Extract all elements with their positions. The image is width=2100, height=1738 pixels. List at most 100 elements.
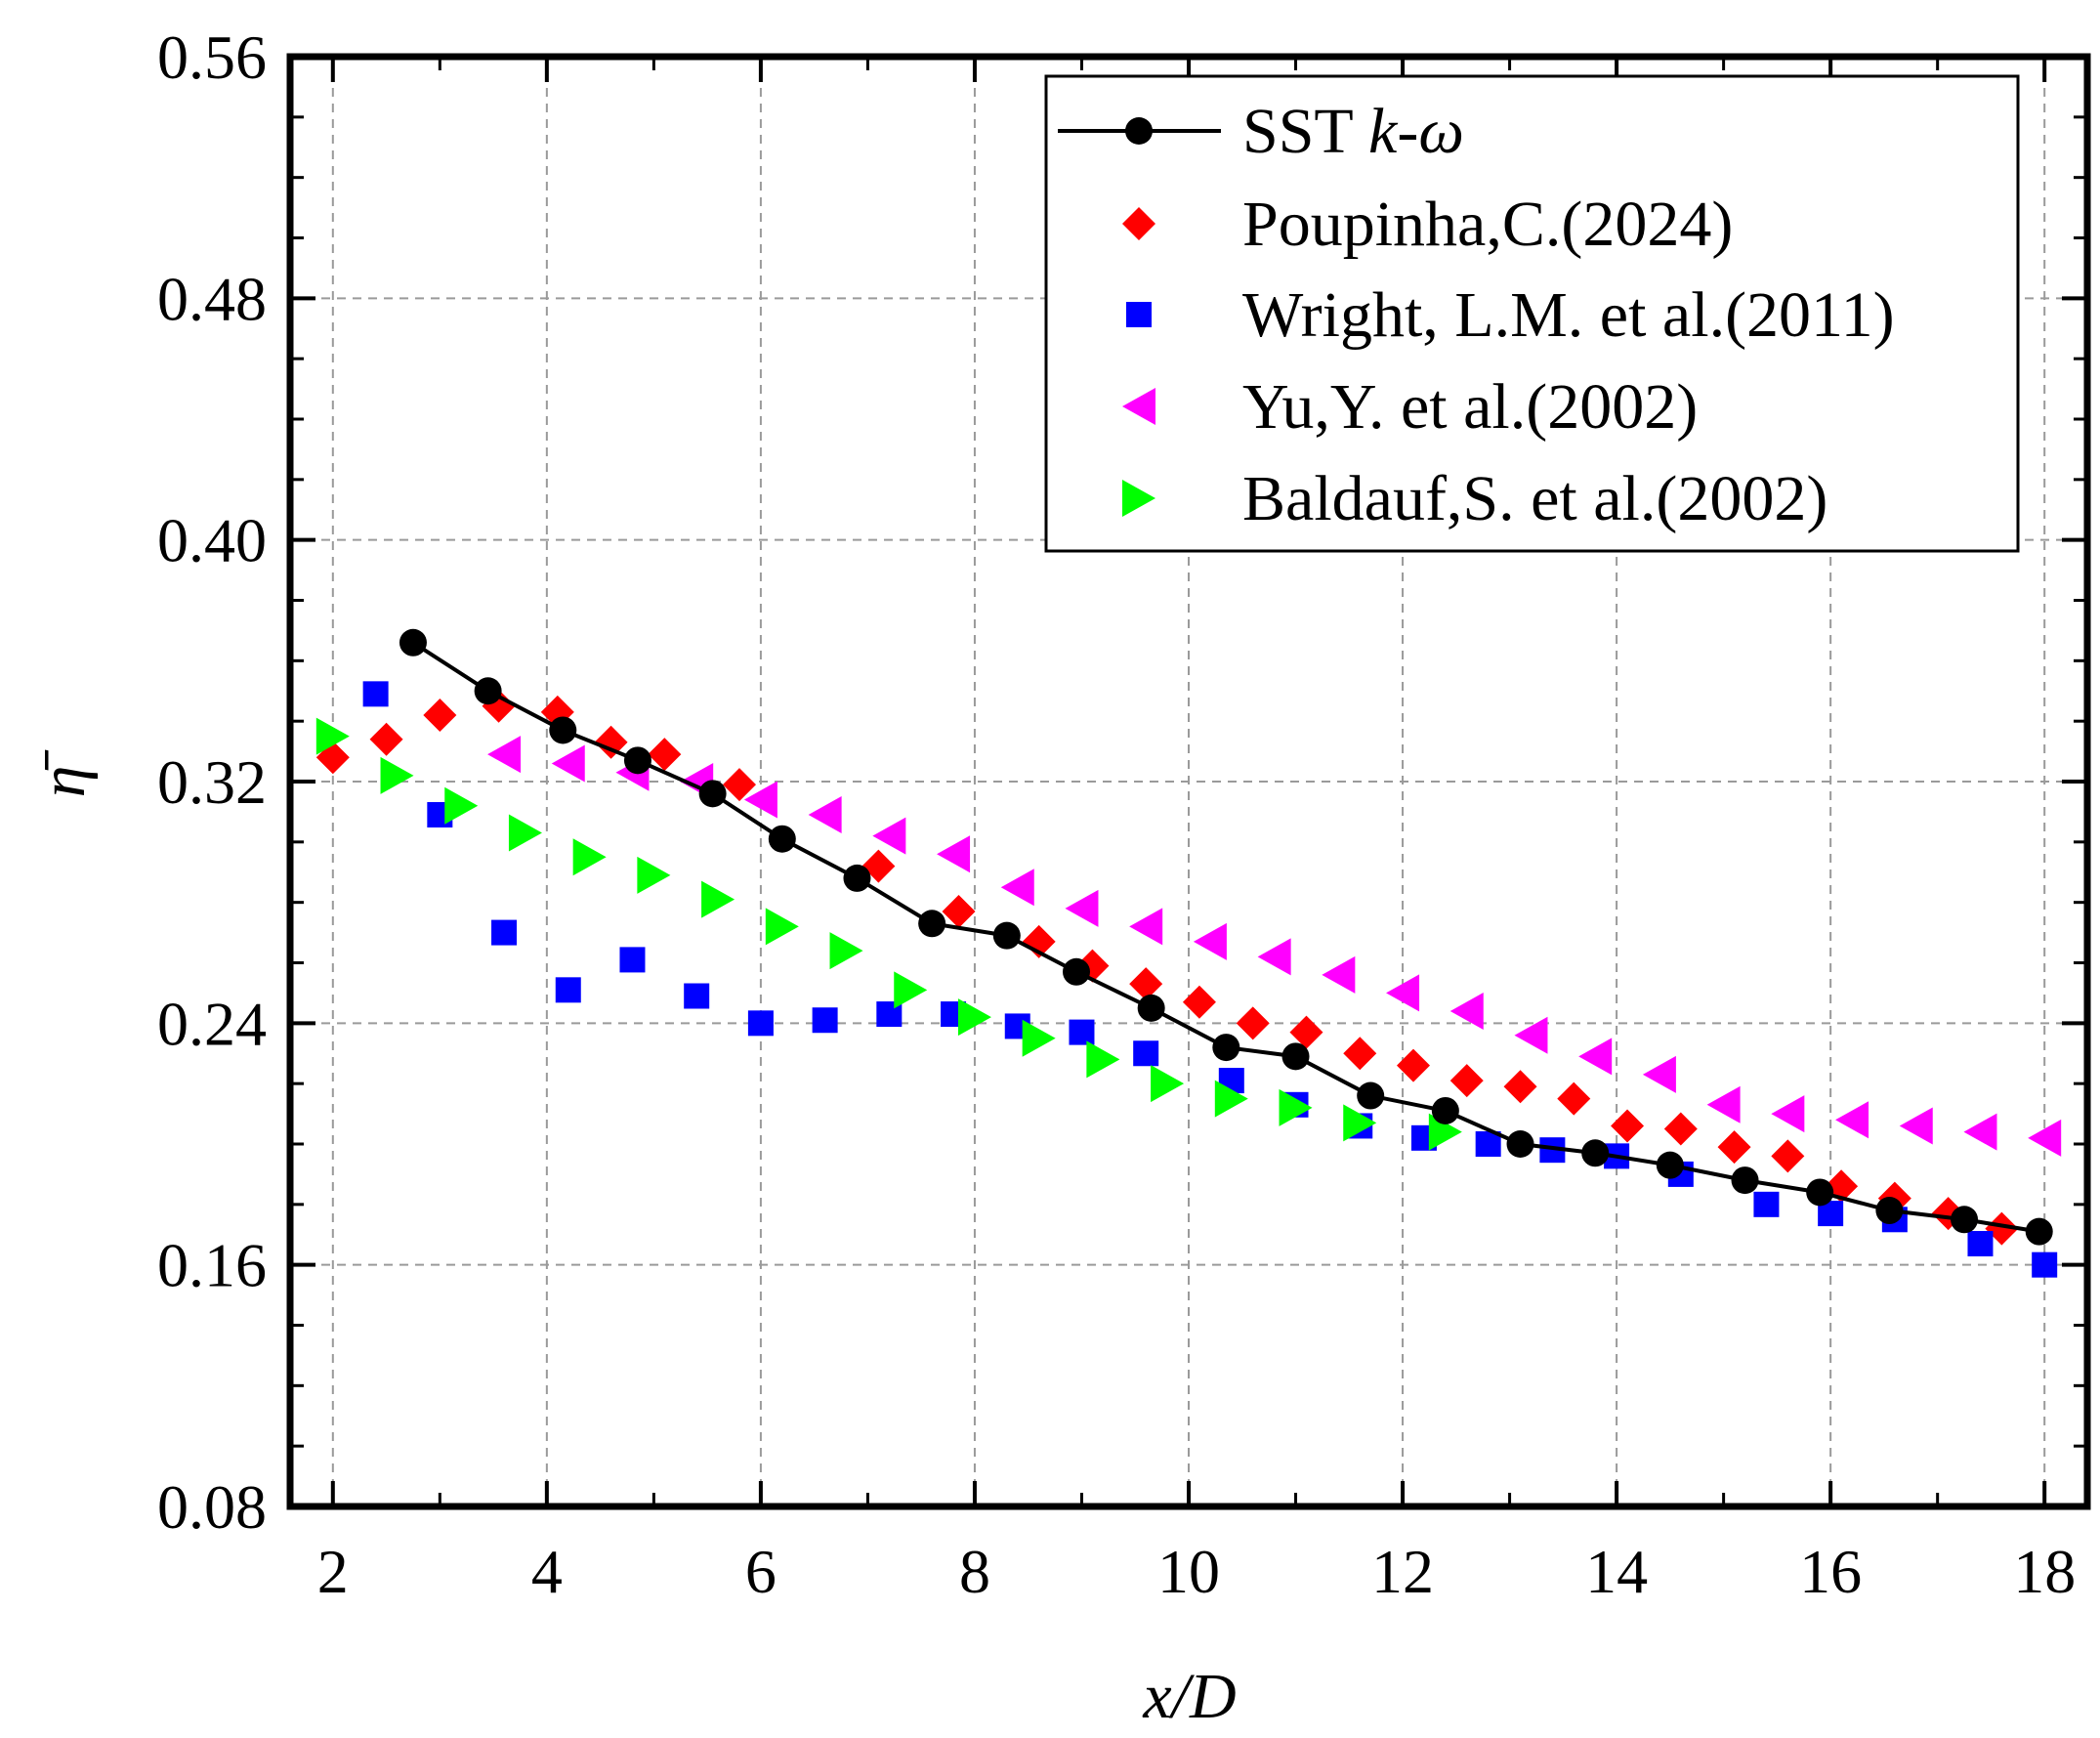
data-point <box>918 910 946 938</box>
data-point <box>1656 1151 1684 1179</box>
legend-marker <box>1126 302 1152 327</box>
data-point <box>1322 955 1356 994</box>
data-point <box>808 796 842 834</box>
data-point <box>619 947 646 973</box>
data-point <box>369 722 403 756</box>
data-point <box>623 746 651 775</box>
data-point <box>1428 1113 1462 1151</box>
data-point <box>1065 889 1099 927</box>
data-point <box>491 919 518 946</box>
legend-marker <box>1125 117 1153 145</box>
data-point <box>1386 974 1420 1012</box>
data-point <box>1281 1042 1310 1071</box>
legend-marker <box>1122 207 1155 240</box>
legend: SST k-ω Poupinha,C.(2024) Wright, L.M. et … <box>1044 74 2020 553</box>
series-layer <box>315 628 2062 1278</box>
data-point <box>942 894 976 928</box>
x-tick-label: 14 <box>1585 1537 1648 1606</box>
data-point <box>551 744 585 783</box>
data-point <box>315 717 350 755</box>
data-point <box>1357 1081 1385 1110</box>
data-point <box>1771 1139 1805 1173</box>
data-point <box>1967 1231 1994 1257</box>
data-point <box>555 977 581 1003</box>
y-tick-label: 0.40 <box>157 506 267 575</box>
data-point <box>1771 1095 1805 1133</box>
data-point <box>1069 1019 1095 1045</box>
data-point <box>1257 938 1291 976</box>
plot-frame <box>286 53 2091 1510</box>
data-point <box>1397 1048 1430 1082</box>
x-tick-label: 10 <box>1157 1537 1220 1606</box>
series-5 <box>315 717 1462 1151</box>
data-point <box>1985 1211 2019 1246</box>
data-point <box>572 838 607 876</box>
x-tick-label: 16 <box>1799 1537 1862 1606</box>
data-point <box>1063 957 1090 986</box>
data-point <box>423 698 457 732</box>
data-point <box>1137 994 1165 1022</box>
data-point <box>1086 1040 1120 1079</box>
data-point <box>444 786 479 825</box>
legend-marker <box>1122 480 1155 517</box>
data-point <box>1731 1166 1759 1195</box>
data-point <box>1182 985 1216 1019</box>
data-point <box>474 677 502 705</box>
tick-label-layer: 2 4 6 8 10 12 14 16 18 0.08 0.16 0.24 0.32 0.40 0.48 0.… <box>157 22 2076 1606</box>
legend-marker <box>1122 388 1155 425</box>
data-point <box>1514 1016 1548 1054</box>
data-point <box>1806 1178 1834 1207</box>
data-point <box>1431 1096 1459 1124</box>
y-tick-label: 0.32 <box>157 747 267 817</box>
data-point <box>1835 1101 1869 1139</box>
data-point <box>723 768 756 802</box>
x-axis-title: x/D <box>1142 1661 1236 1732</box>
data-point <box>1875 1197 1904 1225</box>
data-point <box>1449 992 1484 1030</box>
x-tick-label: 12 <box>1371 1537 1434 1606</box>
data-point <box>549 716 577 744</box>
legend-label: Baldauf,S. et al.(2002) <box>1242 463 1827 534</box>
data-point <box>1506 1130 1534 1158</box>
data-point <box>1236 1006 1270 1040</box>
data-point <box>2028 1119 2062 1157</box>
data-point <box>1557 1081 1591 1116</box>
data-point <box>2032 1251 2058 1278</box>
data-point <box>1663 1112 1698 1146</box>
legend-label: Poupinha,C.(2024) <box>1242 189 1733 260</box>
data-point <box>1279 1088 1313 1126</box>
data-point <box>1151 1065 1185 1103</box>
data-point <box>1129 967 1163 1001</box>
y-axis-title: η̄ <box>27 749 99 798</box>
data-point <box>1212 1034 1240 1062</box>
legend-label: Yu,Y. et al.(2002) <box>1242 371 1698 443</box>
y-tick-label: 0.48 <box>157 264 267 333</box>
y-tick-label: 0.56 <box>157 22 267 92</box>
data-point <box>648 738 682 772</box>
x-tick-label: 8 <box>959 1537 990 1606</box>
data-point <box>1133 1040 1159 1067</box>
data-point <box>1951 1206 1979 1234</box>
data-point <box>487 736 522 774</box>
data-point <box>380 756 414 794</box>
data-point <box>1753 1191 1780 1217</box>
data-point <box>1289 1015 1323 1049</box>
data-point <box>1000 869 1034 907</box>
data-point <box>637 856 671 894</box>
data-point <box>1963 1113 1997 1151</box>
x-tick-label: 18 <box>2013 1537 2076 1606</box>
legend-box <box>1044 74 2020 553</box>
data-point <box>362 681 389 707</box>
data-point <box>684 983 710 1009</box>
x-tick-label: 2 <box>317 1537 349 1606</box>
data-point <box>399 628 427 657</box>
y-tick-label: 0.24 <box>157 989 267 1058</box>
data-point <box>747 1010 774 1037</box>
data-point <box>843 864 871 892</box>
data-point <box>1578 1038 1613 1076</box>
data-point <box>1503 1070 1537 1104</box>
series-1 <box>399 628 2053 1246</box>
data-point <box>1717 1130 1751 1165</box>
legend-label: Wright, L.M. et al.(2011) <box>1242 279 1895 351</box>
